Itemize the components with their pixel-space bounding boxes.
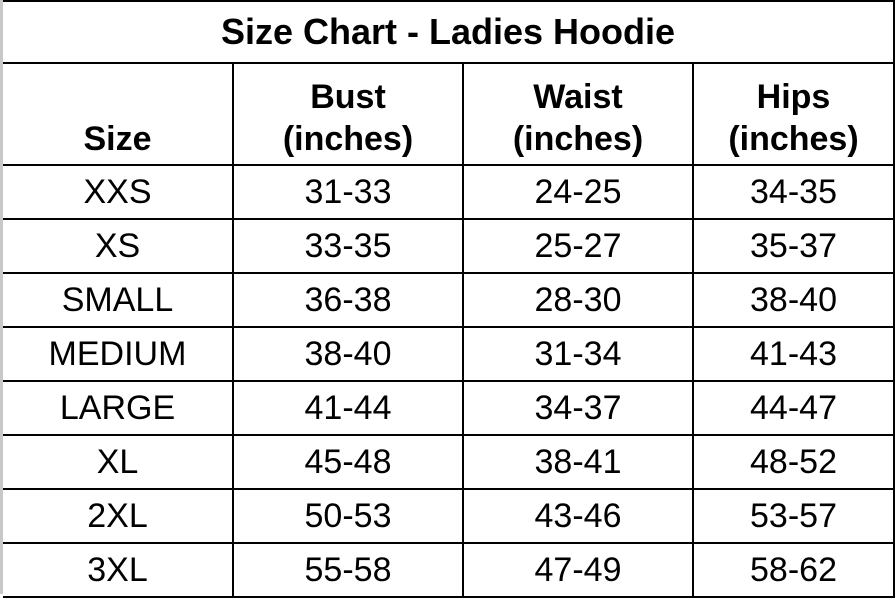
measurement-cell: 34-37 [462, 380, 694, 436]
measurement-cell: 53-57 [692, 488, 895, 544]
table-row: 3XL 55-58 47-49 58-62 [3, 542, 895, 598]
table-row: 2XL 50-53 43-46 53-57 [3, 488, 895, 544]
title-row: Size Chart - Ladies Hoodie [3, 0, 895, 64]
table-row: SMALL 36-38 28-30 38-40 [3, 272, 895, 328]
table-row: MEDIUM 38-40 31-34 41-43 [3, 326, 895, 382]
size-cell: XL [3, 434, 234, 490]
measurement-cell: 55-58 [232, 542, 464, 598]
header-label: Waist [533, 78, 623, 116]
measurement-cell: 38-40 [232, 326, 464, 382]
measurement-cell: 44-47 [692, 380, 895, 436]
measurement-cell: 35-37 [692, 218, 895, 274]
measurement-cell: 58-62 [692, 542, 895, 598]
header-unit: Size [83, 120, 152, 158]
measurement-cell: 34-35 [692, 164, 895, 220]
column-header: Size [3, 62, 234, 166]
size-cell: LARGE [3, 380, 234, 436]
table-row: LARGE 41-44 34-37 44-47 [3, 380, 895, 436]
measurement-cell: 25-27 [462, 218, 694, 274]
measurement-cell: 41-44 [232, 380, 464, 436]
table-row: XS 33-35 25-27 35-37 [3, 218, 895, 274]
table-title: Size Chart - Ladies Hoodie [3, 0, 895, 64]
measurement-cell: 43-46 [462, 488, 694, 544]
header-unit: (inches) [282, 120, 414, 158]
table-row: XL 45-48 38-41 48-52 [3, 434, 895, 490]
measurement-cell: 33-35 [232, 218, 464, 274]
size-chart-table: Size Chart - Ladies Hoodie Size Bust (inch… [3, 0, 895, 598]
size-cell: XXS [3, 164, 234, 220]
header-label: Bust [310, 78, 386, 116]
size-cell: SMALL [3, 272, 234, 328]
size-cell: 3XL [3, 542, 234, 598]
header-label: Hips [756, 78, 831, 116]
measurement-cell: 38-40 [692, 272, 895, 328]
measurement-cell: 38-41 [462, 434, 694, 490]
measurement-cell: 36-38 [232, 272, 464, 328]
measurement-cell: 24-25 [462, 164, 694, 220]
column-header: Waist (inches) [462, 62, 694, 166]
measurement-cell: 31-33 [232, 164, 464, 220]
measurement-cell: 41-43 [692, 326, 895, 382]
column-header: Hips (inches) [692, 62, 895, 166]
measurement-cell: 47-49 [462, 542, 694, 598]
measurement-cell: 48-52 [692, 434, 895, 490]
table-row: XXS 31-33 24-25 34-35 [3, 164, 895, 220]
measurement-cell: 28-30 [462, 272, 694, 328]
header-unit: (inches) [512, 120, 644, 158]
sheet-edge [0, 0, 3, 594]
measurement-cell: 31-34 [462, 326, 694, 382]
size-cell: XS [3, 218, 234, 274]
column-header: Bust (inches) [232, 62, 464, 166]
measurement-cell: 45-48 [232, 434, 464, 490]
header-row: Size Bust (inches) Waist (inches) Hips (inches… [3, 62, 895, 166]
size-cell: 2XL [3, 488, 234, 544]
measurement-cell: 50-53 [232, 488, 464, 544]
size-cell: MEDIUM [3, 326, 234, 382]
header-unit: (inches) [728, 120, 859, 158]
